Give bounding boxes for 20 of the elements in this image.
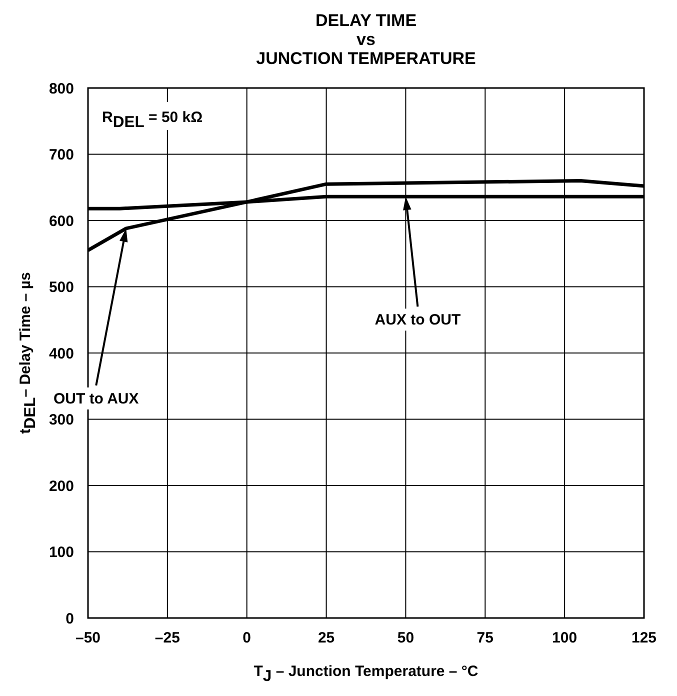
y-tick-label: 700 — [48, 146, 74, 164]
y-tick-label: 300 — [48, 412, 74, 429]
x-tick-label: –50 — [75, 630, 101, 647]
x-tick-label: 50 — [397, 630, 414, 647]
y-tick-label: 100 — [48, 544, 74, 562]
annotation: AUX to OUT — [374, 312, 461, 329]
y-tick-label: 500 — [48, 279, 74, 296]
x-tick-label: 125 — [631, 630, 657, 647]
x-tick-label: 100 — [552, 630, 578, 647]
x-tick-label: 25 — [318, 630, 335, 647]
y-tick-label: 200 — [48, 478, 74, 495]
x-tick-label: –25 — [154, 630, 180, 647]
x-tick-label: 0 — [242, 630, 252, 647]
y-tick-label: 600 — [48, 212, 74, 230]
chart-title: DELAY TIME vs JUNCTION TEMPERATURE — [256, 11, 476, 68]
x-tick-label: 75 — [476, 630, 494, 647]
y-tick-label: 800 — [48, 80, 74, 98]
y-tick-label: 0 — [66, 610, 74, 628]
y-tick-label: 400 — [48, 345, 74, 362]
annotation: OUT to AUX — [53, 390, 139, 408]
